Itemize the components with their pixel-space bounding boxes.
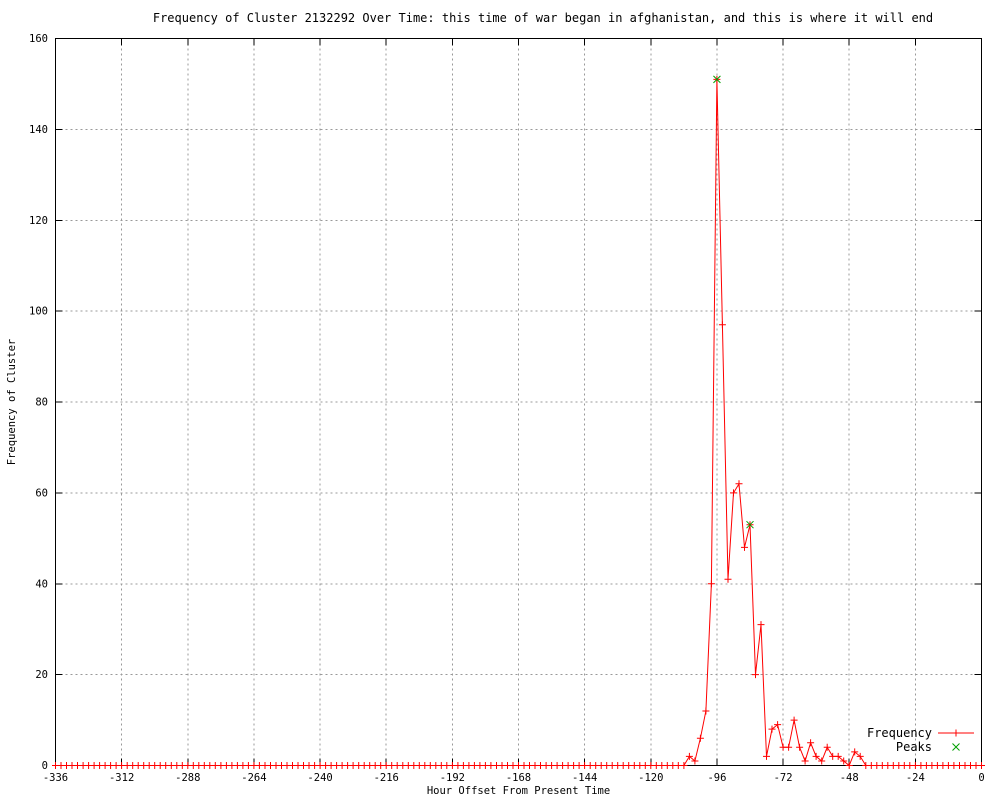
svg-text:-72: -72 xyxy=(774,772,793,784)
y-axis-label: Frequency of Cluster xyxy=(6,339,18,465)
peaks-series-markers xyxy=(713,75,754,529)
svg-text:-144: -144 xyxy=(572,772,597,784)
svg-text:-24: -24 xyxy=(906,772,925,784)
svg-text:-312: -312 xyxy=(109,772,134,784)
x-tick-labels: -336 -312 -288 -264 -240 -216 -192 -168 -144 -120… xyxy=(43,772,985,784)
svg-text:Frequency: Frequency xyxy=(867,726,932,740)
svg-text:-48: -48 xyxy=(840,772,859,784)
svg-text:80: 80 xyxy=(35,397,48,409)
svg-text:-264: -264 xyxy=(241,772,266,784)
svg-text:-216: -216 xyxy=(374,772,399,784)
frequency-series-line xyxy=(55,79,982,767)
svg-text:-192: -192 xyxy=(440,772,465,784)
axis-ticks xyxy=(55,38,982,766)
frequency-series-markers xyxy=(52,75,985,769)
svg-text:-240: -240 xyxy=(307,772,332,784)
y-tick-labels: 0 20 40 60 80 100 120 140 160 xyxy=(29,33,48,772)
svg-text:20: 20 xyxy=(35,669,48,681)
svg-text:140: 140 xyxy=(29,124,48,136)
chart-title: Frequency of Cluster 2132292 Over Time: … xyxy=(153,11,933,25)
svg-text:-120: -120 xyxy=(638,772,663,784)
legend-item-peaks: Peaks xyxy=(896,740,960,754)
plot-border xyxy=(55,38,982,766)
legend-item-frequency: Frequency xyxy=(867,726,974,740)
svg-text:40: 40 xyxy=(35,578,48,590)
svg-text:-168: -168 xyxy=(506,772,531,784)
svg-text:60: 60 xyxy=(35,487,48,499)
svg-text:0: 0 xyxy=(978,772,984,784)
svg-text:-336: -336 xyxy=(43,772,68,784)
grid xyxy=(55,38,982,766)
svg-text:Peaks: Peaks xyxy=(896,740,932,754)
x-axis-label: Hour Offset From Present Time xyxy=(427,785,610,797)
svg-text:-96: -96 xyxy=(707,772,726,784)
svg-text:-288: -288 xyxy=(175,772,200,784)
svg-text:120: 120 xyxy=(29,215,48,227)
svg-text:0: 0 xyxy=(42,760,48,772)
svg-text:160: 160 xyxy=(29,33,48,45)
svg-text:100: 100 xyxy=(29,306,48,318)
